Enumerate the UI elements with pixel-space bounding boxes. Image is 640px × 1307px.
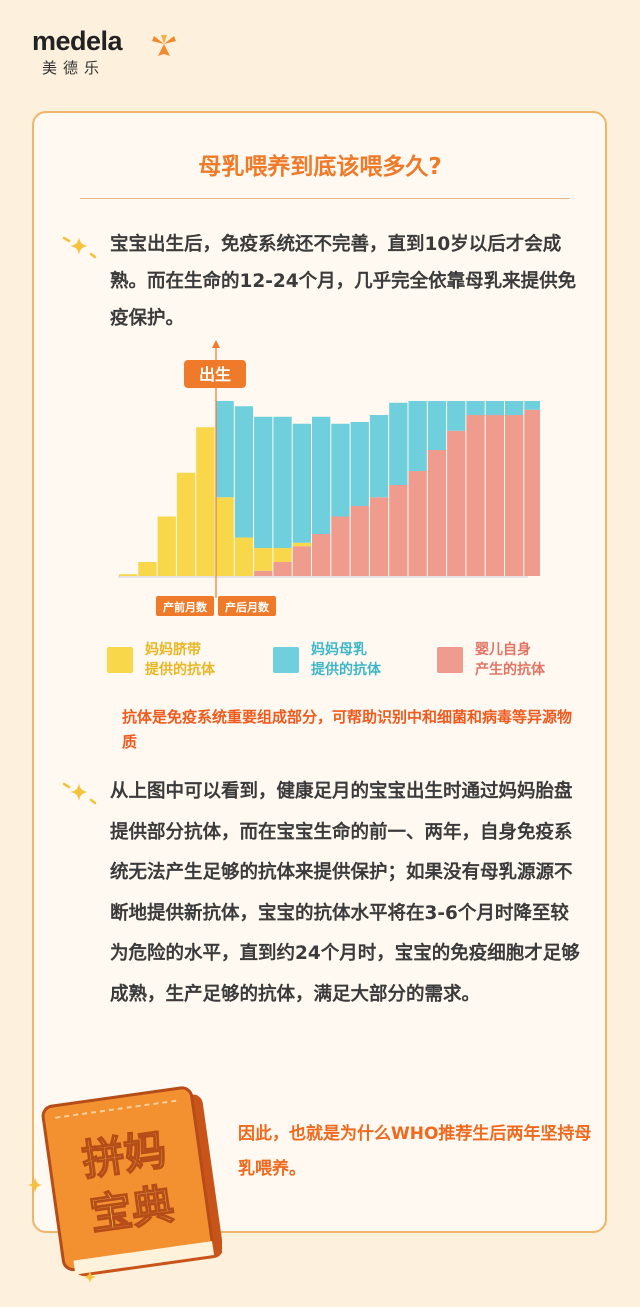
postnatal-bar-segment: [312, 416, 331, 534]
postnatal-bar-segment: [524, 409, 540, 576]
legend-label-cord: 妈妈脐带 提供的抗体: [145, 642, 215, 678]
postnatal-bar-segment: [466, 401, 485, 415]
postnatal-bar-segment: [466, 415, 485, 576]
prenatal-bar: [138, 562, 157, 576]
postnatal-bar-segment: [485, 415, 504, 576]
birth-badge: [184, 360, 246, 388]
brand-name-cn: 美德乐: [42, 59, 106, 77]
intro-paragraph: 宝宝出生后，免疫系统还不完善，直到10岁以后才会成熟。而在生命的12-24个月，…: [110, 234, 577, 329]
legend-swatch-cord: [107, 647, 133, 673]
postnatal-bar-segment: [254, 416, 273, 548]
postnatal-bar-segment: [273, 416, 292, 548]
sparkle-icon: [62, 782, 97, 805]
title-divider: [80, 198, 570, 199]
postnatal-badge: [218, 596, 276, 616]
antibody-note: 抗体是免疫系统重要组成部分，可帮助识别中和细菌和病毒等异源物质: [122, 708, 573, 751]
prenatal-bar: [196, 427, 215, 576]
legend-swatch-milk: [273, 647, 299, 673]
postnatal-bar-segment: [215, 401, 234, 498]
postnatal-bar-segment: [292, 546, 311, 576]
postnatal-bar-segment: [485, 401, 504, 415]
medela-flower-icon: [152, 35, 176, 56]
postnatal-bar-segment: [524, 401, 540, 410]
postnatal-bar-segment: [389, 402, 408, 485]
postnatal-bar-segment: [408, 401, 427, 471]
postnatal-bar-segment: [234, 537, 254, 576]
postnatal-bar-segment: [254, 570, 273, 576]
book-illustration: 拼妈 宝典: [28, 1086, 222, 1283]
postnatal-bar-segment: [312, 534, 331, 576]
postnatal-bar-segment: [447, 430, 466, 576]
brand-logo: medela 美德乐: [32, 26, 176, 78]
prenatal-label: 产前月数: [163, 600, 208, 614]
postnatal-bar-segment: [254, 548, 273, 571]
birth-label: 出生: [199, 365, 231, 384]
legend-swatch-infant: [437, 647, 463, 673]
postnatal-bar-segment: [427, 450, 447, 576]
postnatal-bar-segment: [273, 548, 292, 562]
sparkle-icon: [28, 1177, 42, 1193]
book-pages: [73, 1241, 215, 1275]
page-title: 母乳喂养到底该喂多久?: [198, 154, 442, 180]
postnatal-bar-segment: [350, 506, 369, 576]
sparkle-icon: [84, 1271, 96, 1283]
postnatal-bar-segment: [292, 542, 311, 547]
postnatal-bar-segment: [234, 406, 254, 538]
closing-statement: 因此，也就是为什么WHO推荐生后两年坚持母乳喂养。: [238, 1124, 592, 1179]
postnatal-bar-segment: [215, 497, 234, 576]
chart-bars: [119, 401, 540, 576]
legend-label-infant: 婴儿自身 产生的抗体: [475, 642, 545, 678]
postnatal-bar-segment: [389, 485, 408, 576]
legend-item-infant: 婴儿自身 产生的抗体: [437, 640, 545, 680]
explanation-paragraph: 从上图中可以看到，健康足月的宝宝出生时通过妈妈胎盘提供部分抗体，而在宝宝生命的前…: [110, 781, 580, 1005]
postnatal-bar-segment: [505, 401, 524, 415]
postnatal-bar-segment: [408, 471, 427, 576]
brand-name: medela: [32, 26, 123, 56]
birth-arrow-icon: [212, 340, 220, 348]
postnatal-bar-segment: [505, 415, 524, 576]
postnatal-label: 产后月数: [225, 600, 270, 614]
prenatal-bar: [176, 472, 196, 576]
legend-label-milk: 妈妈母乳 提供的抗体: [311, 642, 381, 678]
postnatal-bar-segment: [273, 562, 292, 576]
sparkle-icon: [62, 236, 97, 259]
postnatal-bar-segment: [427, 401, 447, 450]
legend-item-milk: 妈妈母乳 提供的抗体: [273, 640, 381, 680]
postnatal-bar-segment: [350, 422, 369, 506]
postnatal-bar-segment: [369, 497, 389, 576]
legend-item-cord: 妈妈脐带 提供的抗体: [107, 640, 215, 680]
postnatal-bar-segment: [447, 401, 466, 431]
antibody-chart: 出生 产前月数 产后月数: [118, 340, 540, 616]
prenatal-bar: [119, 574, 138, 576]
postnatal-bar-segment: [331, 516, 350, 576]
prenatal-bar: [157, 516, 176, 576]
postnatal-bar-segment: [292, 423, 311, 543]
prenatal-badge: [156, 596, 214, 616]
postnatal-bar-segment: [369, 415, 389, 498]
postnatal-bar-segment: [331, 423, 350, 517]
